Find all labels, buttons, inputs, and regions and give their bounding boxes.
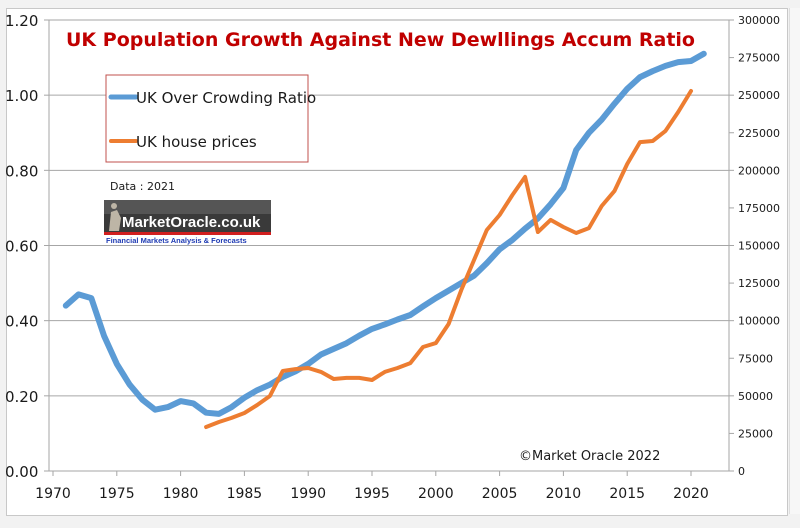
logo-text: MarketOracle.co.uk	[122, 214, 261, 231]
y-tick-label: 0.80	[5, 162, 38, 180]
legend-box	[105, 74, 309, 163]
x-tick-label: 1985	[227, 486, 263, 502]
legend-label-house-prices: UK house prices	[136, 133, 257, 151]
y2-axis-ticks: 0 25000 50000 75000 100000 125000 150000 175000…	[729, 14, 780, 478]
y-axis-ticks: 0.00 0.20 0.40 0.60 0.80 1.00 1.20	[5, 12, 49, 481]
y2-tick-label: 175000	[738, 202, 780, 215]
y2-tick-label: 200000	[738, 164, 780, 177]
y2-tick-label: 0	[738, 465, 745, 478]
legend: UK Over Crowding Ratio UK house prices	[105, 74, 316, 163]
y-tick-label: 0.60	[5, 238, 38, 256]
y-tick-label: 1.00	[5, 87, 38, 105]
chart-title: UK Population Growth Against New Dewllin…	[66, 29, 695, 51]
logo-highlight	[104, 200, 271, 214]
scrollbar-strip	[789, 8, 800, 514]
y2-tick-label: 150000	[738, 240, 780, 253]
x-axis-ticks: 1970 1975 1980 1985 1990 1995 2000 2005 2010 2015…	[35, 471, 709, 502]
x-tick-label: 1975	[99, 486, 135, 502]
y2-tick-label: 250000	[738, 89, 780, 102]
y2-tick-label: 75000	[738, 352, 773, 365]
y2-tick-label: 25000	[738, 427, 773, 440]
x-tick-label: 1990	[290, 486, 326, 502]
market-oracle-logo: MarketOracle.co.uk Financial Markets Ana…	[104, 200, 271, 245]
copyright-note: ©Market Oracle 2022	[519, 449, 660, 464]
y-tick-label: 0.00	[5, 463, 38, 481]
series-line-overcrowding-ratio	[62, 50, 707, 417]
x-tick-label: 1995	[354, 486, 390, 502]
series-lines	[62, 50, 707, 429]
y2-tick-label: 100000	[738, 315, 780, 328]
y-tick-label: 0.40	[5, 313, 38, 331]
y2-tick-label: 300000	[738, 14, 780, 27]
series-line-house-prices	[204, 89, 693, 429]
legend-label-ratio: UK Over Crowding Ratio	[136, 89, 316, 107]
y2-tick-label: 225000	[738, 127, 780, 140]
x-tick-label: 2010	[546, 486, 582, 502]
x-tick-label: 2005	[482, 486, 518, 502]
logo-red-bar	[104, 232, 271, 235]
x-tick-label: 2000	[418, 486, 454, 502]
y2-tick-label: 275000	[738, 52, 780, 65]
data-year-note: Data : 2021	[110, 180, 175, 193]
y-tick-label: 1.20	[5, 12, 38, 30]
x-tick-label: 1970	[35, 486, 71, 502]
logo-tagline: Financial Markets Analysis & Forecasts	[106, 236, 247, 245]
oracle-figure-icon	[109, 203, 121, 231]
y-tick-label: 0.20	[5, 388, 38, 406]
y2-tick-label: 125000	[738, 277, 780, 290]
x-tick-label: 2015	[609, 486, 645, 502]
x-tick-label: 2020	[673, 486, 709, 502]
x-tick-label: 1980	[163, 486, 199, 502]
y2-tick-label: 50000	[738, 390, 773, 403]
